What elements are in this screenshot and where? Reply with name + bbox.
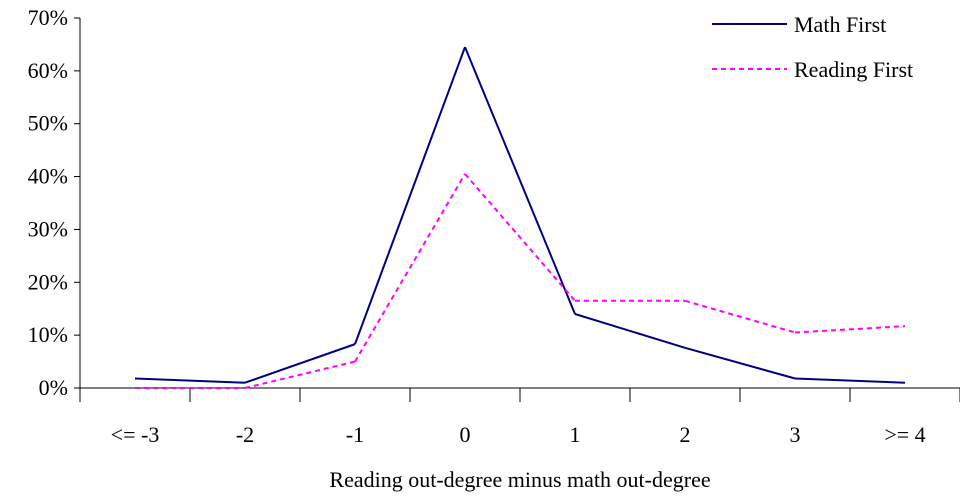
y-tick-label: 60% <box>28 58 68 83</box>
series-layer <box>134 46 906 389</box>
series-segment <box>794 377 906 384</box>
series-segment <box>464 173 576 302</box>
legend-label: Reading First <box>794 57 913 82</box>
series-segment <box>684 299 796 334</box>
series-segment <box>464 46 576 315</box>
x-tick-label: -2 <box>236 422 254 447</box>
series-segment <box>684 346 796 380</box>
series-segment <box>244 343 356 384</box>
y-tick-label: 70% <box>28 5 68 30</box>
series-math-first <box>134 46 906 384</box>
series-segment <box>244 360 356 389</box>
y-tick-label: 20% <box>28 269 68 294</box>
y-tick-label: 10% <box>28 322 68 347</box>
series-segment <box>354 46 466 345</box>
x-tick-label: 0 <box>460 422 471 447</box>
x-tick-label: 2 <box>680 422 691 447</box>
y-tick-label: 0% <box>39 375 68 400</box>
x-tick-label: 1 <box>570 422 581 447</box>
series-segment <box>794 325 906 334</box>
series-segment <box>574 313 686 349</box>
legend-label: Math First <box>794 12 886 37</box>
y-tick-label: 50% <box>28 111 68 136</box>
x-tick-label: >= 4 <box>884 422 925 447</box>
x-tick-label: 3 <box>790 422 801 447</box>
y-tick-label: 30% <box>28 216 68 241</box>
y-tick-label: 40% <box>28 164 68 189</box>
x-axis-title: Reading out-degree minus math out-degree <box>329 467 710 492</box>
series-segment <box>354 173 466 363</box>
chart-axes: 0% 10% 20% 30% 40% 50% 60% 70% <= -3 -2 -1 0 1 2 3 >= 4 <box>28 5 960 447</box>
x-tick-label: -1 <box>346 422 364 447</box>
x-tick-label: <= -3 <box>111 422 160 447</box>
legend: Math First Reading First <box>712 12 913 82</box>
series-reading-first <box>134 173 906 389</box>
series-segment <box>134 377 246 384</box>
